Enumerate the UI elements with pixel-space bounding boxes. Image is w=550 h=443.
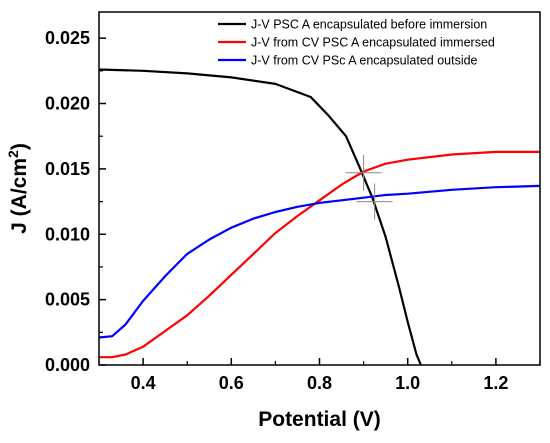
y-tick-label: 0.025 [45,28,90,48]
legend-label: J-V from CV PSc A encapsulated outside [251,54,478,68]
y-axis-title-superscript: 2 [5,150,21,158]
plot-markers [345,154,393,220]
legend: J-V PSC A encapsulated before immersion J… [218,18,495,68]
series-line-3 [98,184,541,339]
y-axis-title-end: ) [8,143,31,150]
plot-lines [98,68,541,366]
y-tick-label: 0.015 [45,159,90,179]
y-tick-label: 0.000 [45,355,90,375]
cross-marker-2 [356,183,393,220]
x-tick-label: 1.2 [483,373,508,393]
cross-marker-1 [345,154,382,191]
x-tick-label: 1.0 [395,373,420,393]
x-axis-title: Potential (V) [258,408,381,431]
x-tick-label: 0.4 [131,373,156,393]
x-axis-ticks: 0.4 0.6 0.8 1.0 1.2 [98,358,541,393]
legend-label: J-V PSC A encapsulated before immersion [251,18,487,32]
y-axis-title: J (A/cm2) [5,143,31,234]
x-tick-label: 0.6 [219,373,244,393]
y-tick-label: 0.020 [45,94,90,114]
y-tick-label: 0.010 [45,224,90,244]
y-axis-ticks: 0.000 0.005 0.010 0.015 0.020 0.025 [45,28,106,375]
y-tick-label: 0.005 [45,290,90,310]
legend-label: J-V from CV PSC A encapsulated immersed [251,36,495,50]
x-tick-label: 0.8 [307,373,332,393]
y-axis-title-main: J (A/cm [8,158,31,234]
series-line-2 [99,150,540,359]
series-line-1 [98,68,422,366]
